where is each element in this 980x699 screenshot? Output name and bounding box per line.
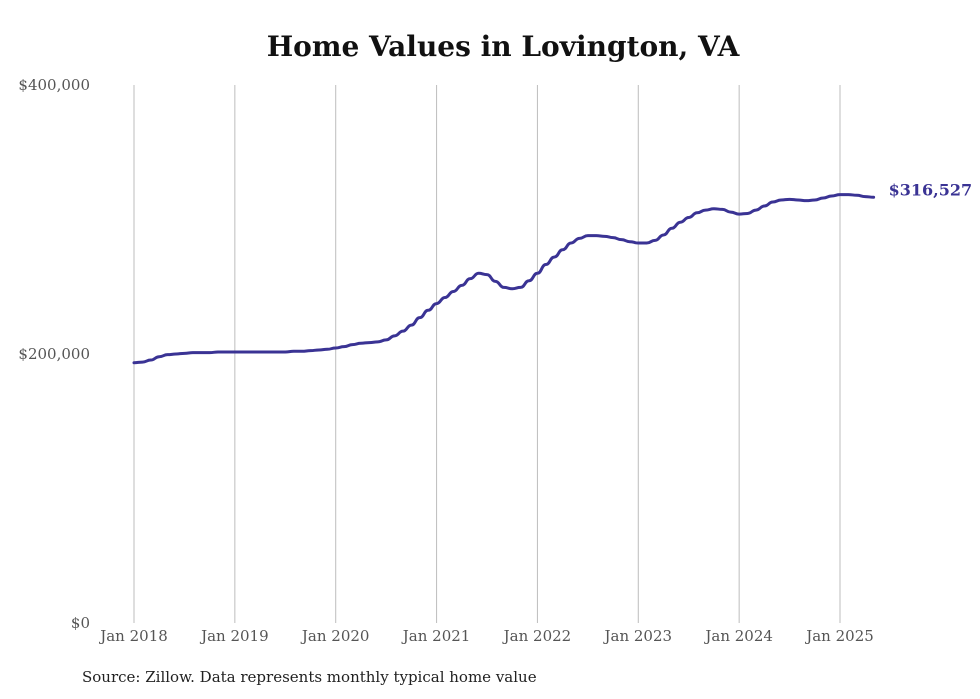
x-tick-label: Jan 2025 <box>804 627 874 645</box>
x-tick-label: Jan 2022 <box>502 627 572 645</box>
series-layer: $316,527 <box>132 180 973 365</box>
series-end-label: $316,527 <box>889 180 973 199</box>
x-tick-label: Jan 2024 <box>703 627 773 645</box>
y-tick-label: $0 <box>71 614 90 632</box>
source-note: Source: Zillow. Data represents monthly … <box>82 668 537 686</box>
y-tick-label: $200,000 <box>18 345 90 363</box>
x-tick-label: Jan 2018 <box>98 627 168 645</box>
x-tick-label: Jan 2019 <box>199 627 269 645</box>
series-line <box>132 193 876 365</box>
x-tick-label: Jan 2020 <box>300 627 370 645</box>
y-axis-ticks: $0 $200,000 $400,000 <box>18 76 90 632</box>
x-tick-label: Jan 2021 <box>401 627 471 645</box>
chart-title: Home Values in Lovington, VA <box>266 30 740 63</box>
x-tick-label: Jan 2023 <box>603 627 673 645</box>
gridlines <box>133 85 841 623</box>
y-tick-label: $400,000 <box>18 76 90 94</box>
x-axis-ticks: Jan 2018 Jan 2019 Jan 2020 Jan 2021 Jan 2022… <box>98 627 874 645</box>
